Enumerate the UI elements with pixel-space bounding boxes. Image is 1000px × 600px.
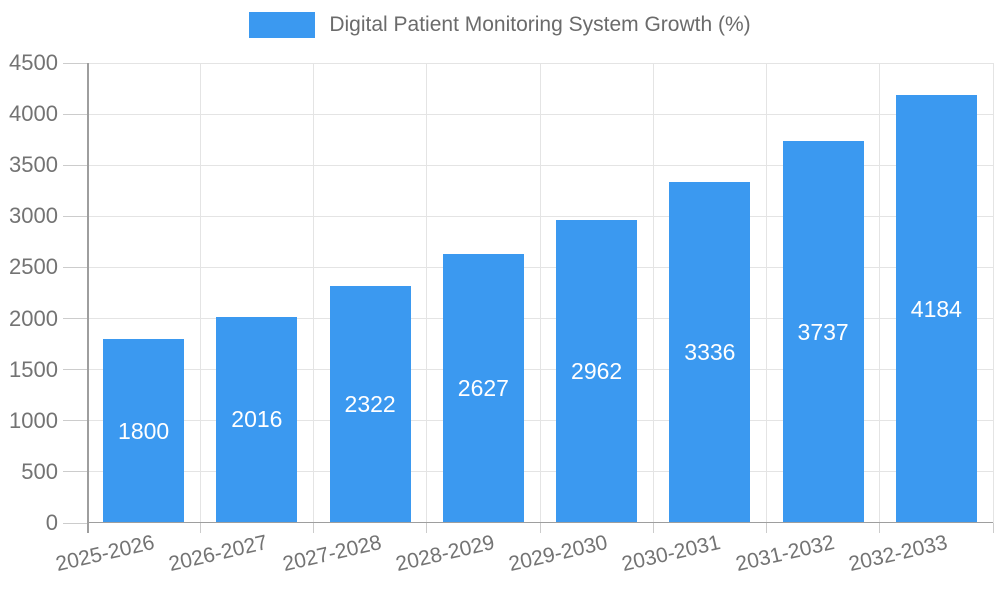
x-tick <box>652 523 654 533</box>
y-axis-tick-label: 4500 <box>9 50 58 75</box>
y-axis-tick-label: 3500 <box>9 152 58 178</box>
bar-2032-2033: 4184 <box>895 95 977 523</box>
y-axis-tick-label: 1500 <box>9 356 58 382</box>
plot-area: 0 500 1000 1500 2000 2500 3000 3500 4000 4500 1800… <box>9 50 994 576</box>
bar-2028-2029: 2627 <box>442 254 524 523</box>
bar-2025-2026: 1800 <box>103 339 185 523</box>
x-axis-tick-label: 2031-2032 <box>733 531 837 577</box>
y-tick <box>63 318 87 320</box>
chart-legend: Digital Patient Monitoring System Growth… <box>0 12 1000 38</box>
bar-value-label: 2322 <box>344 390 396 417</box>
legend-label: Digital Patient Monitoring System Growth… <box>329 13 751 36</box>
x-tick <box>766 523 767 533</box>
y-axis-tick-label: 500 <box>21 458 58 484</box>
y-axis-tick-label: 3000 <box>9 203 58 229</box>
x-tick <box>426 523 428 533</box>
x-tick <box>539 523 541 533</box>
y-axis-tick-label: 2500 <box>9 254 58 280</box>
x-axis-tick-label: 2026-2027 <box>167 531 271 577</box>
y-tick <box>63 164 87 166</box>
x-axis-tick-label: 2030-2031 <box>620 531 724 577</box>
x-gridline <box>652 63 654 523</box>
y-tick <box>63 215 87 217</box>
x-gridline <box>879 63 881 523</box>
x-gridline <box>313 63 314 523</box>
bar-2030-2031: 3336 <box>669 182 751 523</box>
y-axis-tick-label: 0 <box>45 510 58 535</box>
y-tick <box>63 62 87 64</box>
bar-2026-2027: 2016 <box>216 316 298 523</box>
x-tick <box>879 523 881 533</box>
bar-2031-2032: 3737 <box>782 141 864 523</box>
x-tick <box>992 523 994 533</box>
x-axis-tick-label: 2028-2029 <box>393 531 497 577</box>
y-tick <box>63 420 87 422</box>
bar-value-label: 4184 <box>910 295 962 322</box>
x-gridline <box>992 63 994 523</box>
y-tick <box>63 266 87 268</box>
x-gridline <box>426 63 428 523</box>
legend-swatch <box>249 12 316 38</box>
y-tick <box>63 113 87 115</box>
y-axis-tick-label: 1000 <box>9 407 58 433</box>
y-axis-tick-label: 4000 <box>9 101 58 127</box>
bar-value-label: 2016 <box>231 406 283 433</box>
x-axis-line <box>87 522 993 523</box>
x-gridline <box>199 63 201 523</box>
bar-value-label: 2627 <box>457 375 509 402</box>
y-axis-tick-label: 2000 <box>9 305 58 331</box>
bar-value-label: 3336 <box>684 339 736 365</box>
y-tick <box>63 522 87 524</box>
x-gridline <box>766 63 767 523</box>
bar-value-label: 1800 <box>118 417 170 444</box>
x-tick <box>199 523 201 533</box>
x-axis-tick-label: 2025-2026 <box>53 531 157 577</box>
bar-2029-2030: 2962 <box>556 220 638 523</box>
x-tick <box>313 523 314 533</box>
x-axis-tick-label: 2027-2028 <box>280 531 384 577</box>
x-axis-tick-label: 2032-2033 <box>846 531 950 577</box>
x-axis-tick-label: 2029-2030 <box>506 531 610 577</box>
x-gridline <box>539 63 541 523</box>
y-tick <box>63 369 87 371</box>
y-axis-line <box>87 63 89 533</box>
bar-value-label: 2962 <box>571 358 623 385</box>
bar-2027-2028: 2322 <box>329 285 411 523</box>
bar-value-label: 3737 <box>797 318 849 345</box>
y-tick <box>63 471 87 473</box>
